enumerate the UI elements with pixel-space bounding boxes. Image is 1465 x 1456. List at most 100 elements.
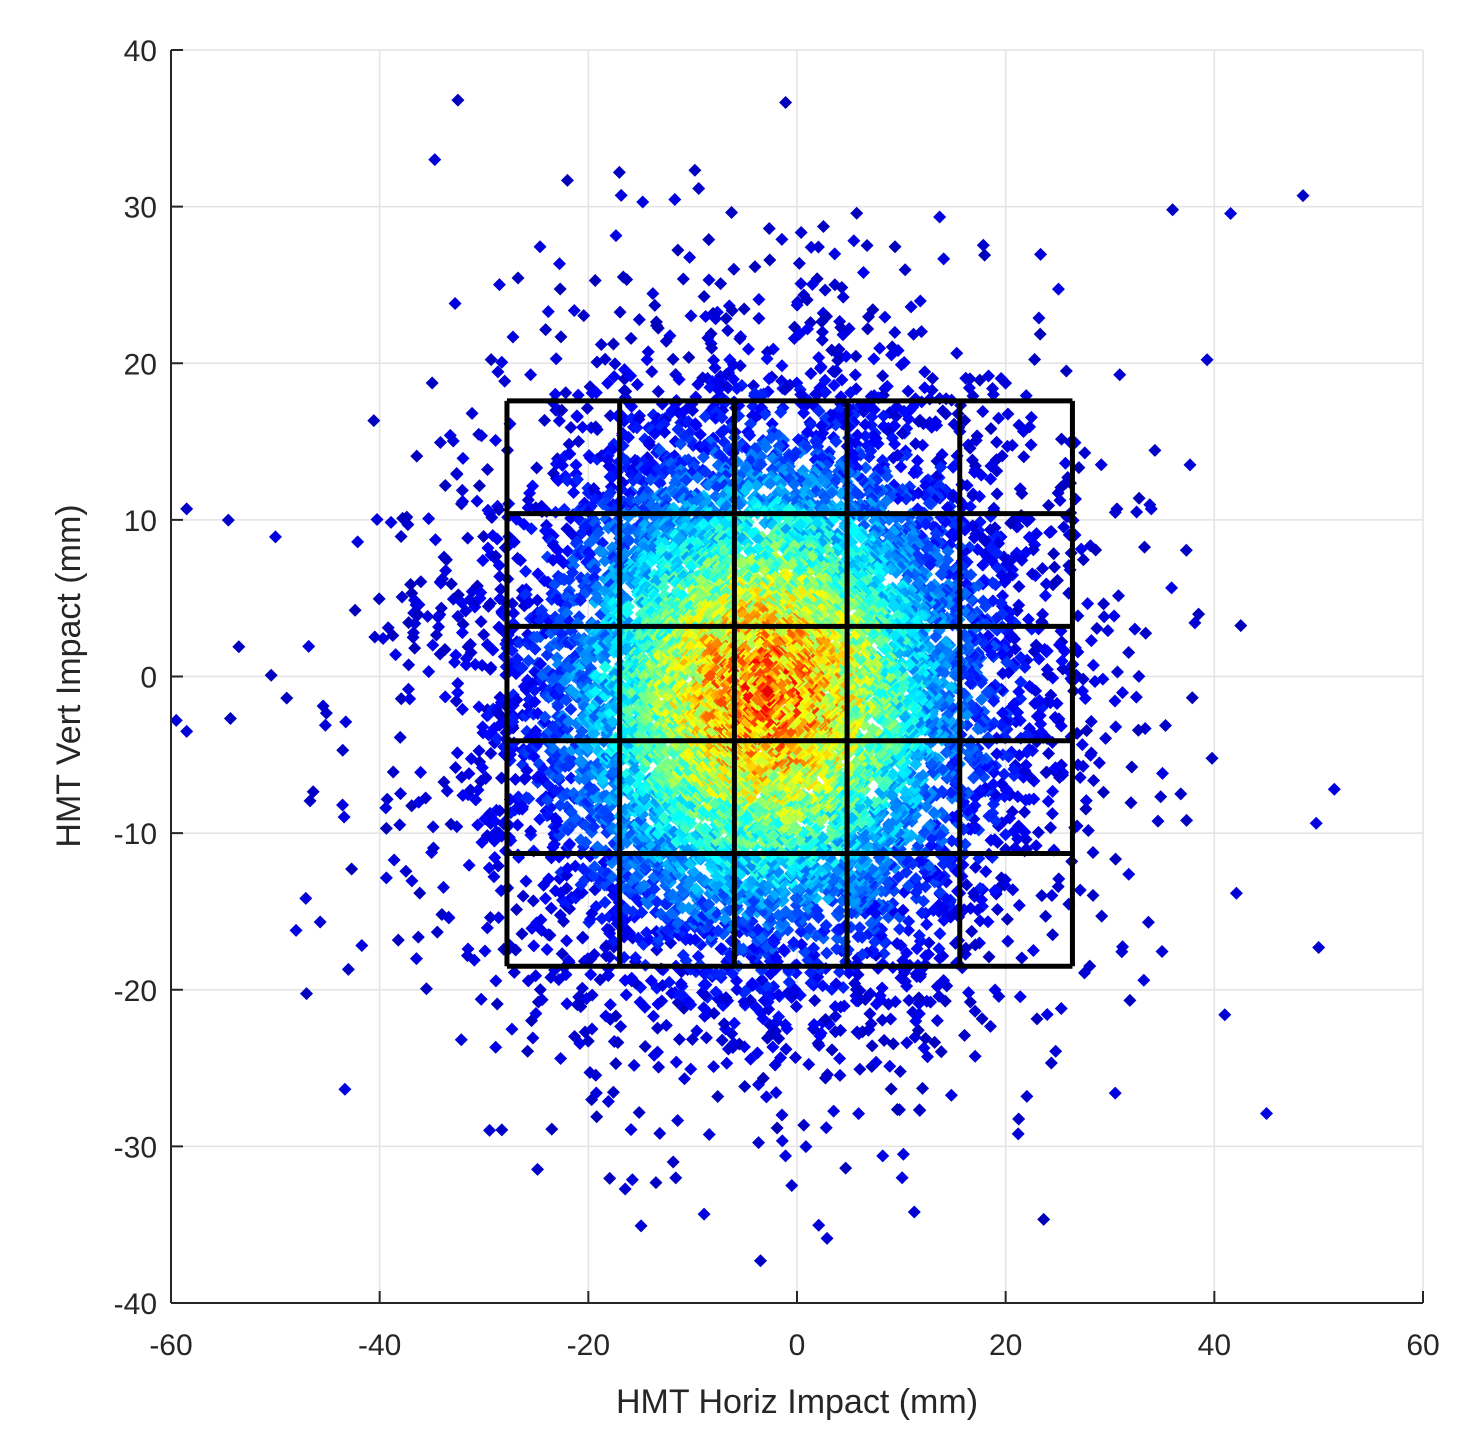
data-point — [669, 1171, 683, 1185]
data-point — [462, 767, 476, 781]
data-point — [1148, 443, 1162, 457]
data-point — [976, 405, 990, 419]
data-point — [406, 630, 420, 644]
data-point — [505, 1022, 519, 1036]
data-point — [492, 503, 506, 517]
data-point — [885, 348, 899, 362]
data-point — [727, 262, 741, 276]
data-point — [752, 292, 766, 306]
data-point — [489, 974, 503, 988]
data-point — [688, 163, 702, 177]
data-point — [1180, 813, 1194, 827]
data-point — [1072, 461, 1086, 475]
data-point — [614, 1020, 628, 1034]
data-point — [461, 942, 475, 956]
data-point — [485, 511, 499, 525]
data-point — [839, 1161, 853, 1175]
data-point — [341, 962, 355, 976]
data-point — [820, 1231, 834, 1245]
data-point — [1042, 747, 1056, 761]
data-point — [393, 818, 407, 832]
data-point — [671, 243, 685, 257]
data-point — [983, 1019, 997, 1033]
data-point — [1039, 765, 1053, 779]
data-point — [630, 377, 644, 391]
data-point — [1033, 327, 1047, 341]
data-point — [848, 368, 862, 382]
data-point — [865, 1039, 879, 1053]
data-point — [580, 401, 594, 415]
data-point — [634, 1219, 648, 1233]
data-point — [1051, 880, 1065, 894]
data-point — [815, 333, 829, 347]
data-point — [918, 381, 932, 395]
data-point — [545, 1122, 559, 1136]
data-point — [904, 300, 918, 314]
data-point — [894, 358, 908, 372]
data-point — [759, 1090, 773, 1104]
data-point — [1081, 597, 1095, 611]
data-point — [511, 271, 525, 285]
data-point — [516, 889, 530, 903]
data-point — [613, 305, 627, 319]
data-point — [705, 341, 719, 355]
data-point — [434, 601, 448, 615]
data-point — [907, 1205, 921, 1219]
data-point — [835, 280, 849, 294]
data-point — [449, 694, 463, 708]
data-point — [564, 421, 578, 435]
data-point — [313, 915, 327, 929]
data-point — [1116, 940, 1130, 954]
data-point — [538, 891, 552, 905]
data-point — [1074, 542, 1088, 556]
data-point — [484, 353, 498, 367]
data-point — [394, 787, 408, 801]
data-point — [967, 465, 981, 479]
data-point — [725, 205, 739, 219]
data-point — [430, 925, 444, 939]
data-point — [590, 1110, 604, 1124]
data-point — [487, 870, 501, 884]
data-point — [492, 558, 506, 572]
data-point — [601, 1094, 615, 1108]
data-point — [414, 575, 428, 589]
data-point — [802, 1057, 816, 1071]
data-point — [800, 293, 814, 307]
data-point — [836, 328, 850, 342]
data-point — [489, 433, 503, 447]
data-point — [1109, 720, 1123, 734]
data-point — [646, 1009, 660, 1023]
data-point — [1015, 951, 1029, 965]
data-point — [990, 487, 1004, 501]
data-point — [1047, 547, 1061, 561]
data-point — [950, 346, 964, 360]
data-point — [1124, 796, 1138, 810]
data-point — [1084, 748, 1098, 762]
data-point — [756, 1071, 770, 1085]
data-point — [1107, 609, 1121, 623]
data-point — [1052, 638, 1066, 652]
data-point — [645, 365, 659, 379]
data-point — [585, 1022, 599, 1036]
data-point — [280, 691, 294, 705]
data-point — [827, 1104, 841, 1118]
data-point — [450, 820, 464, 834]
data-point — [1041, 794, 1055, 808]
data-point — [348, 603, 362, 617]
data-point — [648, 298, 662, 312]
data-point — [300, 987, 314, 1001]
data-point — [482, 861, 496, 875]
data-point — [707, 1006, 721, 1020]
data-point — [459, 604, 473, 618]
data-point — [1151, 814, 1165, 828]
data-point — [1174, 787, 1188, 801]
data-point — [456, 451, 470, 465]
data-point — [299, 891, 313, 905]
data-point — [619, 988, 633, 1002]
data-point — [1108, 694, 1122, 708]
data-point — [769, 1086, 783, 1100]
data-point — [455, 626, 469, 640]
data-point — [1058, 456, 1072, 470]
data-point — [1054, 432, 1068, 446]
data-point — [540, 942, 554, 956]
